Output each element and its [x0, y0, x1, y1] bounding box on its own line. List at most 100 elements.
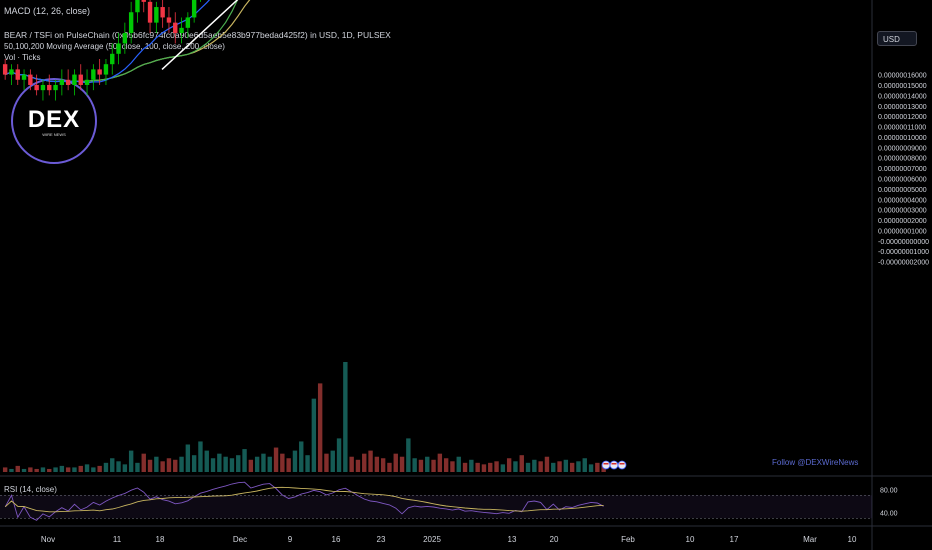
- time-tick-label: Dec: [233, 535, 247, 544]
- volume-bar: [9, 468, 14, 472]
- volume-bar: [380, 458, 386, 472]
- volume-bar: [273, 447, 279, 472]
- candle-body: [166, 17, 172, 23]
- currency-selector[interactable]: USD: [877, 31, 917, 46]
- price-tick-label: 0.00000010000: [878, 135, 927, 142]
- volume-bar: [336, 438, 342, 472]
- candle-body: [191, 0, 197, 18]
- volume-bar: [198, 441, 203, 472]
- ma-indicator-label: 50,100,200 Moving Average (50, close, 10…: [4, 42, 225, 51]
- price-tick-label: 0.00000015000: [878, 83, 927, 90]
- price-tick-label: 0.00000011000: [878, 125, 926, 132]
- time-tick-label: Feb: [621, 535, 635, 544]
- candle-body: [53, 84, 58, 91]
- volume-bar: [28, 467, 33, 472]
- volume-bar: [236, 455, 241, 472]
- volume-bar: [569, 462, 575, 472]
- event-flag-icon: [611, 463, 617, 465]
- candle-body: [160, 7, 165, 18]
- logo-text: DEX: [27, 105, 81, 133]
- rsi-tick-label: 40.00: [880, 511, 898, 518]
- volume-bar: [267, 456, 272, 472]
- candle-body: [147, 1, 153, 23]
- time-tick-label: 23: [377, 535, 386, 544]
- candle-body: [116, 43, 121, 54]
- volume-bar: [563, 459, 569, 472]
- volume-bar: [286, 458, 291, 472]
- candle-body: [47, 84, 52, 91]
- price-tick-label: 0.00000004000: [878, 197, 927, 204]
- volume-indicator-label: Vol · Ticks: [4, 53, 41, 62]
- volume-bar: [248, 459, 254, 472]
- volume-bar: [551, 462, 556, 472]
- volume-bar: [103, 462, 109, 472]
- volume-bar: [305, 455, 310, 472]
- candle-body: [21, 74, 27, 80]
- volume-bar: [475, 462, 480, 472]
- volume-bar: [481, 464, 487, 472]
- volume-bar: [242, 449, 247, 472]
- volume-bar: [97, 465, 102, 472]
- lower-trendline: [161, 0, 239, 70]
- follow-watermark: Follow @DEXWireNews: [772, 458, 859, 467]
- volume-bar: [166, 458, 172, 472]
- volume-bar: [488, 462, 493, 472]
- volume-bar: [261, 453, 266, 472]
- volume-bar: [122, 464, 128, 472]
- volume-bar: [576, 461, 581, 472]
- volume-bar: [65, 467, 71, 472]
- volume-bar: [210, 458, 216, 472]
- event-flag-icon: [603, 463, 609, 465]
- volume-bar: [330, 450, 335, 472]
- volume-bar: [406, 438, 411, 472]
- volume-bar: [116, 461, 121, 472]
- volume-bar: [21, 468, 27, 472]
- price-tick-label: -0.00000002000: [878, 260, 929, 267]
- price-tick-label: 0.00000012000: [878, 114, 927, 121]
- candle-body: [154, 7, 159, 23]
- candle-body: [65, 79, 71, 85]
- candle-body: [28, 74, 33, 85]
- price-tick-label: 0.00000002000: [878, 218, 927, 225]
- volume-bar: [399, 456, 405, 472]
- volume-bar: [292, 450, 298, 472]
- volume-bar: [456, 456, 461, 472]
- time-tick-label: 9: [288, 535, 293, 544]
- candle-body: [40, 84, 46, 91]
- volume-bar: [154, 456, 159, 472]
- time-tick-label: 10: [686, 535, 695, 544]
- volume-bar: [412, 458, 417, 472]
- volume-bar: [40, 467, 46, 472]
- volume-bar: [160, 461, 165, 472]
- volume-bar: [324, 453, 329, 472]
- volume-bar: [72, 467, 77, 472]
- price-tick-label: 0.00000014000: [878, 93, 927, 100]
- volume-bar: [135, 462, 140, 472]
- candle-body: [9, 69, 14, 75]
- candle-body: [141, 0, 146, 2]
- time-tick-label: Nov: [41, 535, 55, 544]
- rsi-band: [0, 495, 872, 519]
- time-tick-label: 17: [730, 535, 739, 544]
- volume-bar: [544, 456, 550, 472]
- time-tick-label: Mar: [803, 535, 817, 544]
- candle-body: [2, 64, 8, 75]
- volume-bar: [317, 383, 323, 472]
- event-flag-icon: [609, 460, 619, 470]
- volume-bar: [462, 462, 468, 472]
- candle-body: [185, 17, 191, 28]
- time-tick-label: 20: [550, 535, 559, 544]
- volume-bar: [595, 462, 600, 472]
- volume-bar: [185, 444, 191, 472]
- volume-bar: [418, 459, 424, 472]
- candle-body: [122, 33, 128, 44]
- candle-body: [15, 69, 20, 80]
- candle-body: [135, 0, 140, 13]
- volume-bar: [425, 456, 430, 472]
- event-flag-icon: [601, 460, 611, 470]
- logo-subtext: WIRE NEWS: [42, 131, 66, 137]
- price-tick-label: -0.00000000000: [878, 239, 929, 246]
- volume-bar: [59, 465, 65, 472]
- volume-bar: [557, 461, 562, 472]
